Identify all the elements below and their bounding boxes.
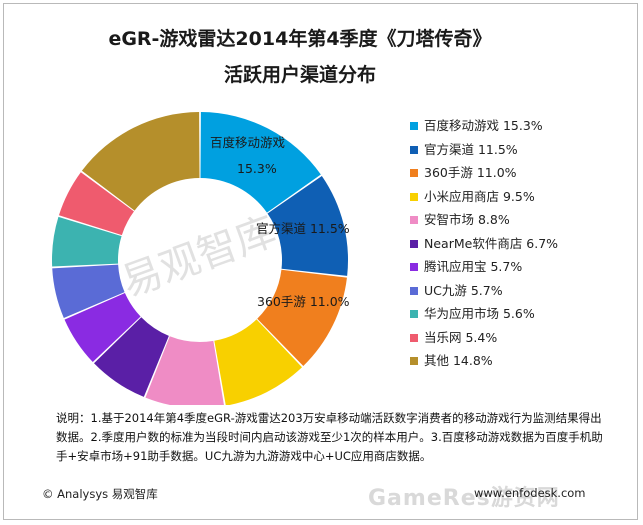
slice-1 xyxy=(267,176,348,276)
legend-label: 华为应用市场 5.6% xyxy=(424,306,535,321)
slice-0 xyxy=(200,112,321,213)
legend-label: 官方渠道 11.5% xyxy=(424,141,518,157)
footer-website: www.enfodesk.com xyxy=(474,486,586,500)
data-label-2: 360手游 11.0% xyxy=(257,294,350,309)
legend-swatch xyxy=(410,333,418,342)
data-label-0-value: 15.3% xyxy=(237,161,277,176)
legend-label: NearMe软件商店 6.7% xyxy=(424,235,559,251)
legend-label: UC九游 5.7% xyxy=(424,282,503,298)
legend-label: 百度移动游戏 15.3% xyxy=(424,118,543,133)
chart-note: 说明：1.基于2014年第4季度eGR-游戏雷达203万安卓移动端活跃数字消费者… xyxy=(56,411,603,463)
legend-swatch xyxy=(410,357,418,365)
data-label-0-name: 百度移动游戏 xyxy=(210,135,285,150)
slice-7 xyxy=(52,264,125,318)
legend-label: 腾讯应用宝 5.7% xyxy=(424,259,523,274)
slice-2 xyxy=(257,269,347,366)
legend-swatch xyxy=(410,192,418,201)
slice-9 xyxy=(58,172,134,236)
slice-5 xyxy=(94,317,169,397)
legend-swatch xyxy=(410,286,418,295)
slice-3 xyxy=(214,319,303,405)
legend-swatch xyxy=(410,310,418,318)
legend-label: 360手游 11.0% xyxy=(424,165,517,180)
legend-swatch xyxy=(410,145,418,154)
legend-label: 安智市场 8.8% xyxy=(424,212,510,227)
chart-title-line1: eGR-游戏雷达2014年第4季度《刀塔传奇》 xyxy=(108,28,492,50)
legend-label: 当乐网 5.4% xyxy=(424,329,498,345)
data-label-1: 官方渠道 11.5% xyxy=(256,221,350,236)
slice-6 xyxy=(64,293,141,363)
slice-10 xyxy=(81,112,200,211)
legend-swatch xyxy=(410,216,418,224)
legend-swatch xyxy=(410,169,418,177)
legend-label: 其他 14.8% xyxy=(424,353,493,368)
chart-title-line2: 活跃用户渠道分布 xyxy=(223,64,376,86)
legend-label: 小米应用商店 9.5% xyxy=(424,188,535,204)
footer-copyright: © Analysys 易观智库 xyxy=(42,487,158,501)
corner-watermark: GameRes游资网 xyxy=(368,486,560,511)
legend-swatch xyxy=(410,239,418,248)
slice-8 xyxy=(52,216,122,267)
legend-swatch xyxy=(410,263,418,271)
legend-swatch xyxy=(410,122,418,130)
slice-4 xyxy=(145,336,224,405)
